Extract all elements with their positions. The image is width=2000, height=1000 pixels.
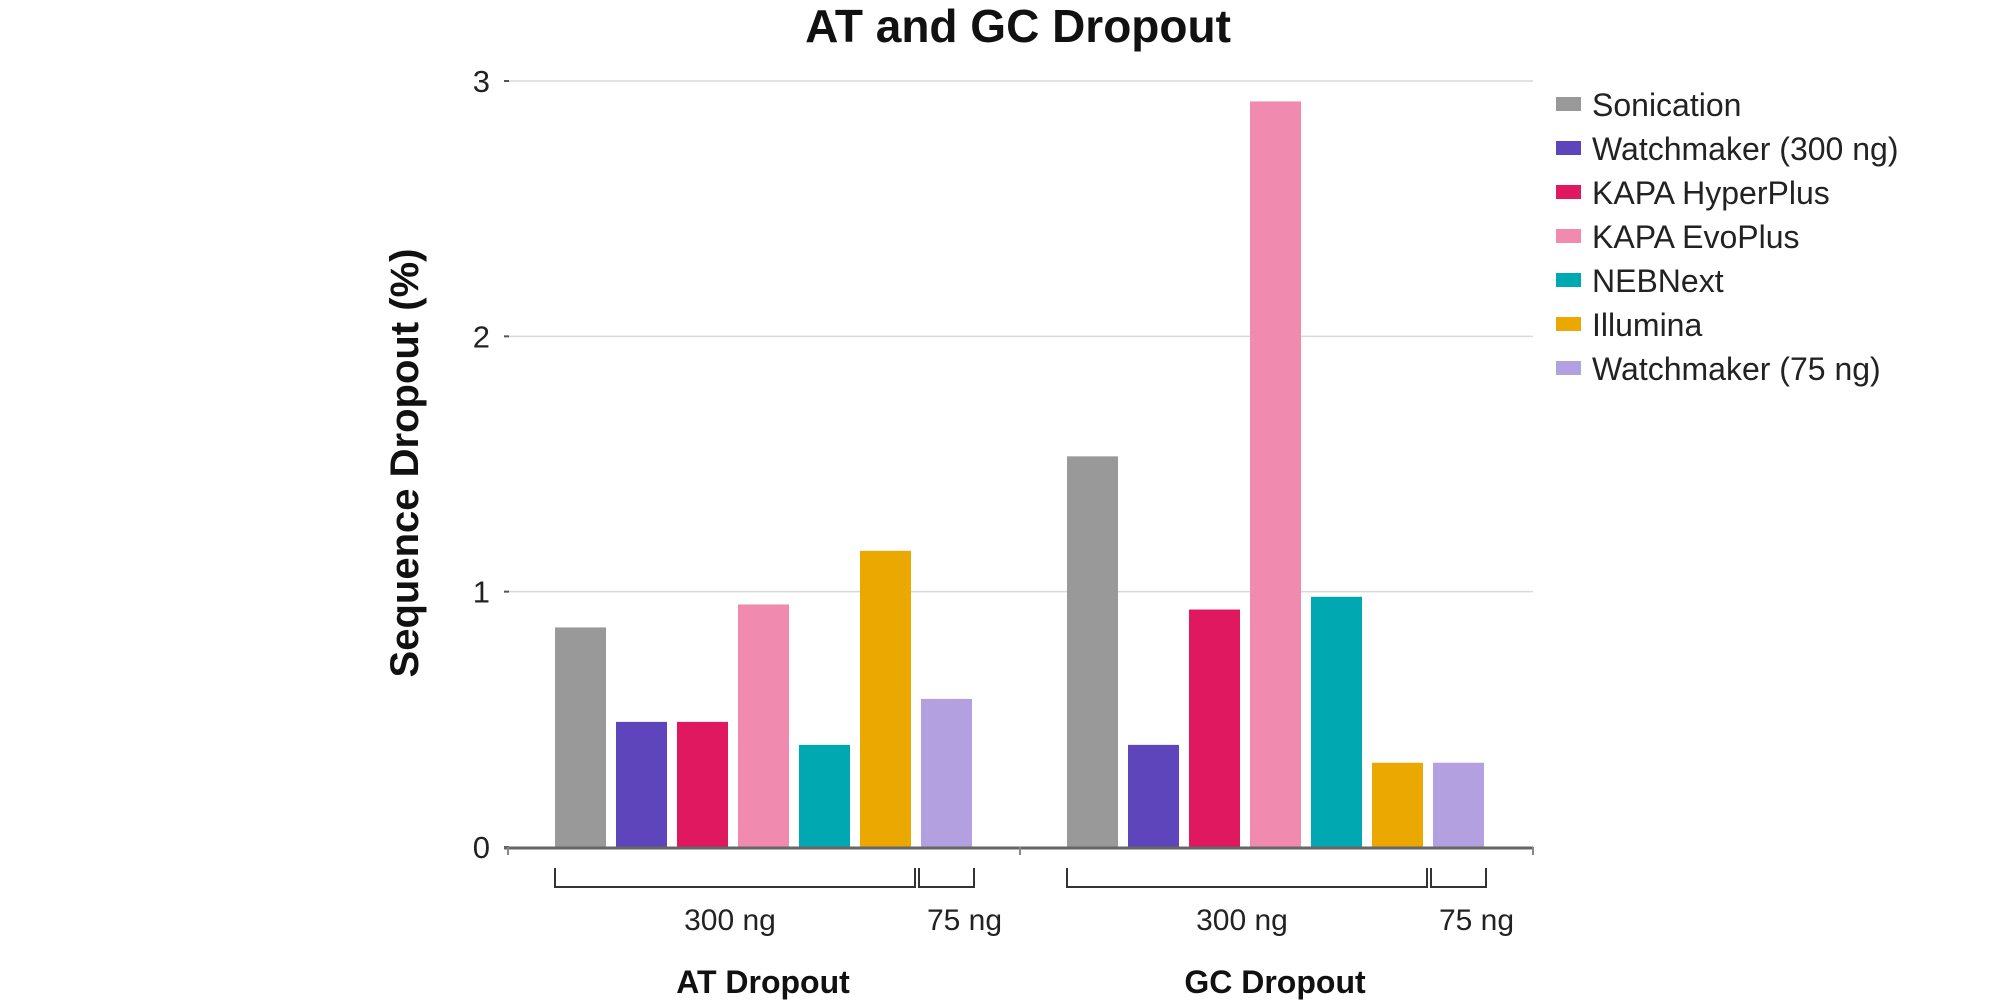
x-axis-brackets: 300 ng 75 ng AT Dropout 300 ng 75 ng GC Dropo… [554,868,1514,1000]
legend-label: KAPA HyperPlus [1592,175,1830,211]
legend-label: NEBNext [1592,263,1724,299]
legend-swatch [1556,317,1581,331]
legend-swatch [1556,185,1581,199]
sub-label: 300 ng [684,904,776,937]
legend-swatch [1556,361,1581,375]
y-axis-label: Sequence Dropout (%) [383,249,427,678]
legend-label: KAPA EvoPlus [1592,219,1800,255]
legend-label: Sonication [1592,87,1741,123]
legend: Sonication Watchmaker (300 ng) KAPA HyperP… [1556,87,1898,387]
legend-label: Watchmaker (75 ng) [1592,351,1881,387]
bar [1311,596,1362,847]
y-tick-label: 2 [473,319,490,354]
bracket [1430,868,1487,888]
bar [1372,762,1423,847]
sub-label: 75 ng [927,904,1002,937]
bars [555,101,1484,848]
bar [799,744,850,847]
legend-swatch [1556,229,1581,243]
y-tick-label: 3 [473,64,490,99]
legend-swatch [1556,97,1581,111]
y-tick-label: 1 [473,575,490,610]
legend-swatch [1556,141,1581,155]
gridlines [508,80,1533,593]
legend-swatch [1556,273,1581,287]
sub-label: 75 ng [1439,904,1514,937]
bar [1250,101,1301,848]
bar [1067,456,1118,847]
bar [860,550,911,847]
x-axis [504,846,1534,855]
bar [555,627,606,847]
chart-title: AT and GC Dropout [805,0,1231,52]
bar [1189,609,1240,847]
bracket [554,868,916,888]
bar [921,698,972,847]
y-axis-ticks: 0 1 2 3 [473,64,509,865]
legend-label: Illumina [1592,307,1702,343]
category-label: AT Dropout [676,964,850,1000]
bar [677,721,728,847]
y-tick-label: 0 [473,830,490,865]
sub-label: 300 ng [1196,904,1288,937]
bracket [918,868,975,888]
bar [1128,744,1179,847]
bar [616,721,667,847]
legend-label: Watchmaker (300 ng) [1592,131,1898,167]
category-label: GC Dropout [1184,964,1366,1000]
bar [1433,762,1484,847]
bar [738,604,789,847]
bracket [1066,868,1428,888]
